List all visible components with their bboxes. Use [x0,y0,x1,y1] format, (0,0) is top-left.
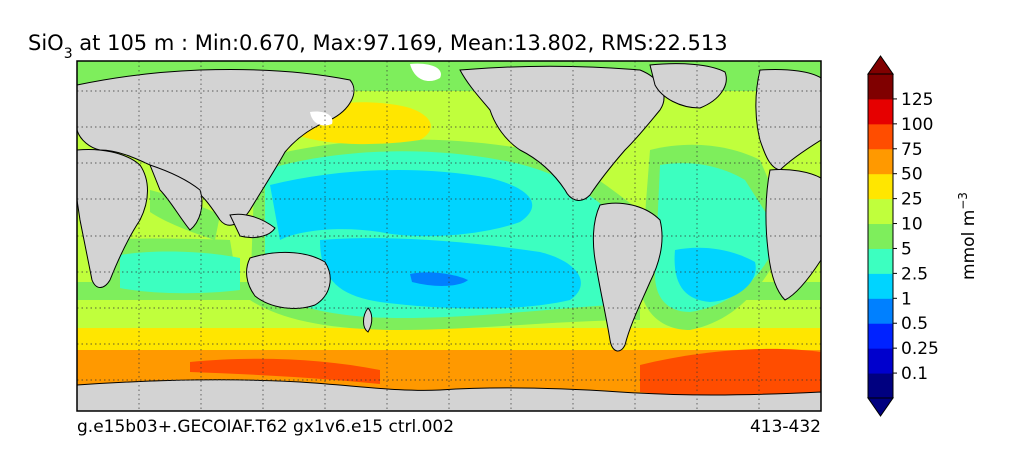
new-zealand [363,307,373,333]
colorbar-segment [868,273,893,299]
nodata-okhotsk [310,111,333,126]
india [149,164,203,231]
eurasia [77,68,355,226]
year-range: 413-432 [750,417,821,437]
south-america [592,202,663,352]
colorbar-tick-label: 10 [901,215,923,235]
southern-high-patch-atlantic [640,348,821,397]
colorbar-units: mmol m−3 [956,192,979,280]
map-panel [76,60,822,412]
colorbar-tick-label: 100 [901,115,933,135]
map-title: SiO3 at 105 m : Min:0.670, Max:97.169, M… [28,31,728,62]
colorbar-units-base: mmol m [959,210,979,280]
colorbar-tick-label: 0.1 [901,364,928,384]
indian-ocean-2-5 [120,251,240,294]
case-name: g.e15b03+.GECOIAF.T62 gx1v6.e15 ctrl.002 [77,417,454,437]
colorbar-tick-label: 2.5 [901,264,928,284]
colorbar-tick-label: 1 [901,289,912,309]
colorbar-segment [868,74,893,100]
colorbar-segment [868,173,893,200]
map-frame [76,60,822,412]
colorbar-frame [867,73,894,399]
greenland [649,63,727,109]
south-atlantic-1 [674,247,756,302]
colorbar-segment [868,348,893,374]
colorbar-tick-label: 75 [901,140,923,160]
colorbar-segment [868,148,893,175]
colorbar-segment [868,123,893,150]
colorbar-segment [868,323,893,349]
colorbar-extend-high [867,55,894,75]
maritime-continent [229,213,276,239]
colorbar-tick-label: 0.25 [901,339,939,359]
colorbar-segment [868,298,893,324]
colorbar-tick-label: 25 [901,190,923,210]
title-stats: at 105 m : Min:0.670, Max:97.169, Mean:1… [73,31,728,55]
australia [246,251,331,309]
colorbar-tick-label: 125 [901,90,933,110]
africa-east-wrap [765,169,821,301]
colorbar-extend-low [867,397,894,417]
colorbar-segment [868,248,893,274]
colorbar-tick-label: 5 [901,239,912,259]
south-pacific-1 [320,238,581,309]
title-variable-subscript: 3 [64,46,73,62]
colorbar-units-exponent: −3 [956,192,970,210]
title-variable: SiO [28,31,64,55]
colorbar-segment [868,198,893,225]
nodata-arctic [410,63,441,82]
north-pacific-1 [270,169,533,240]
colorbar-segment [868,373,893,399]
colorbar-segment [868,98,893,125]
colorbar-tick-label: 0.5 [901,314,928,334]
north-america [459,65,665,201]
south-pacific-0-5 [410,272,468,286]
southern-high-patch-pacific [190,358,380,384]
africa [77,149,148,288]
colorbar: 0.1 0.25 0.5 1 2.5 5 10 25 50 75 100 125 [867,55,939,417]
colorbar-segment [868,223,893,249]
colorbar-tick-label: 50 [901,165,923,185]
